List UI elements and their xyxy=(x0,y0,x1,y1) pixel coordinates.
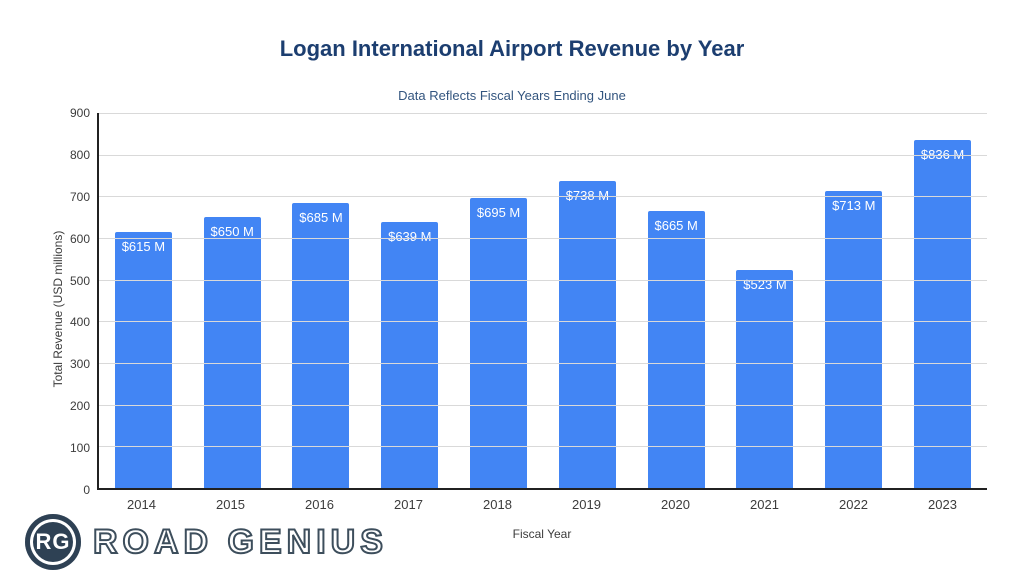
logo-monogram-icon: RG xyxy=(25,514,81,570)
gridline xyxy=(99,404,987,406)
bar-slot: $639 M xyxy=(365,113,454,488)
x-tick-label: 2019 xyxy=(572,497,601,512)
chart-subtitle: Data Reflects Fiscal Years Ending June xyxy=(398,88,626,103)
bar-2022: $713 M xyxy=(825,190,883,488)
bar-value-label: $639 M xyxy=(388,228,432,244)
bar-slot: $685 M xyxy=(277,113,366,488)
bar-2014: $615 M xyxy=(114,231,172,488)
plot-area: $615 M $650 M $685 M $639 M $695 M $738 M $665… xyxy=(97,113,987,490)
bar-slot: $615 M xyxy=(99,113,188,488)
y-tick-label: 700 xyxy=(69,189,90,204)
bar-value-label: $650 M xyxy=(210,224,254,240)
gridline xyxy=(99,196,987,198)
bar-value-label: $836 M xyxy=(920,146,965,162)
bar-2018: $695 M xyxy=(470,198,528,488)
bar-value-label: $738 M xyxy=(565,187,610,203)
bar-slot: $650 M xyxy=(188,113,277,488)
y-tick-label: 200 xyxy=(69,399,90,414)
chart-title: Logan International Airport Revenue by Y… xyxy=(279,36,745,61)
y-tick-label: 100 xyxy=(69,441,90,456)
bar-2023: $836 M xyxy=(914,139,972,488)
x-axis-ticks: 2014 2015 2016 2017 2018 2019 2020 2021 2022 2023 xyxy=(97,497,987,512)
x-tick-label: 2021 xyxy=(750,497,779,512)
bar-slot: $665 M xyxy=(632,113,721,488)
bar-slot: $738 M xyxy=(543,113,632,488)
gridline xyxy=(99,321,987,323)
y-tick-label: 500 xyxy=(69,273,90,288)
x-tick-label: 2023 xyxy=(928,497,957,512)
road-genius-logo: RG ROAD GENIUS xyxy=(25,514,388,570)
bar-value-label: $615 M xyxy=(121,238,166,254)
bar-2015: $650 M xyxy=(203,217,261,488)
bars-container: $615 M $650 M $685 M $639 M $695 M $738 M $665… xyxy=(99,113,987,488)
bar-2017: $639 M xyxy=(381,221,439,488)
y-tick-label: 400 xyxy=(69,315,90,330)
bar-value-label: $685 M xyxy=(299,209,343,225)
y-tick-label: 800 xyxy=(69,147,90,162)
y-tick-label: 300 xyxy=(69,357,90,372)
y-tick-label: 0 xyxy=(83,483,90,497)
gridline xyxy=(99,113,987,114)
x-tick-label: 2015 xyxy=(216,497,245,512)
bar-value-label: $523 M xyxy=(743,277,787,293)
y-tick-label: 900 xyxy=(69,106,90,120)
bar-2020: $665 M xyxy=(647,210,705,488)
bar-slot: $713 M xyxy=(809,113,898,488)
x-tick-label: 2016 xyxy=(305,497,334,512)
bar-2019: $738 M xyxy=(558,180,616,488)
bar-slot: $523 M xyxy=(721,113,810,488)
bar-2021: $523 M xyxy=(736,270,794,488)
x-tick-label: 2018 xyxy=(483,497,512,512)
gridline xyxy=(99,446,987,448)
gridline xyxy=(99,279,987,281)
bar-slot: $836 M xyxy=(898,113,987,488)
x-tick-label: 2022 xyxy=(839,497,868,512)
gridline xyxy=(99,238,987,239)
bar-value-label: $695 M xyxy=(476,205,521,221)
logo-name: ROAD GENIUS xyxy=(92,522,388,562)
x-axis-title: Fiscal Year xyxy=(512,527,572,541)
bar-slot: $695 M xyxy=(454,113,543,488)
gridline xyxy=(99,154,987,156)
x-tick-label: 2020 xyxy=(661,497,690,512)
x-tick-label: 2017 xyxy=(394,497,423,512)
bar-value-label: $713 M xyxy=(832,197,876,213)
y-tick-label: 600 xyxy=(69,231,90,246)
gridline xyxy=(99,363,987,364)
bar-2016: $685 M xyxy=(292,202,350,488)
bar-value-label: $665 M xyxy=(654,217,698,233)
y-axis-ticks: 0 100 200 300 400 500 600 700 800 900 xyxy=(52,106,90,497)
x-tick-label: 2014 xyxy=(127,497,156,512)
